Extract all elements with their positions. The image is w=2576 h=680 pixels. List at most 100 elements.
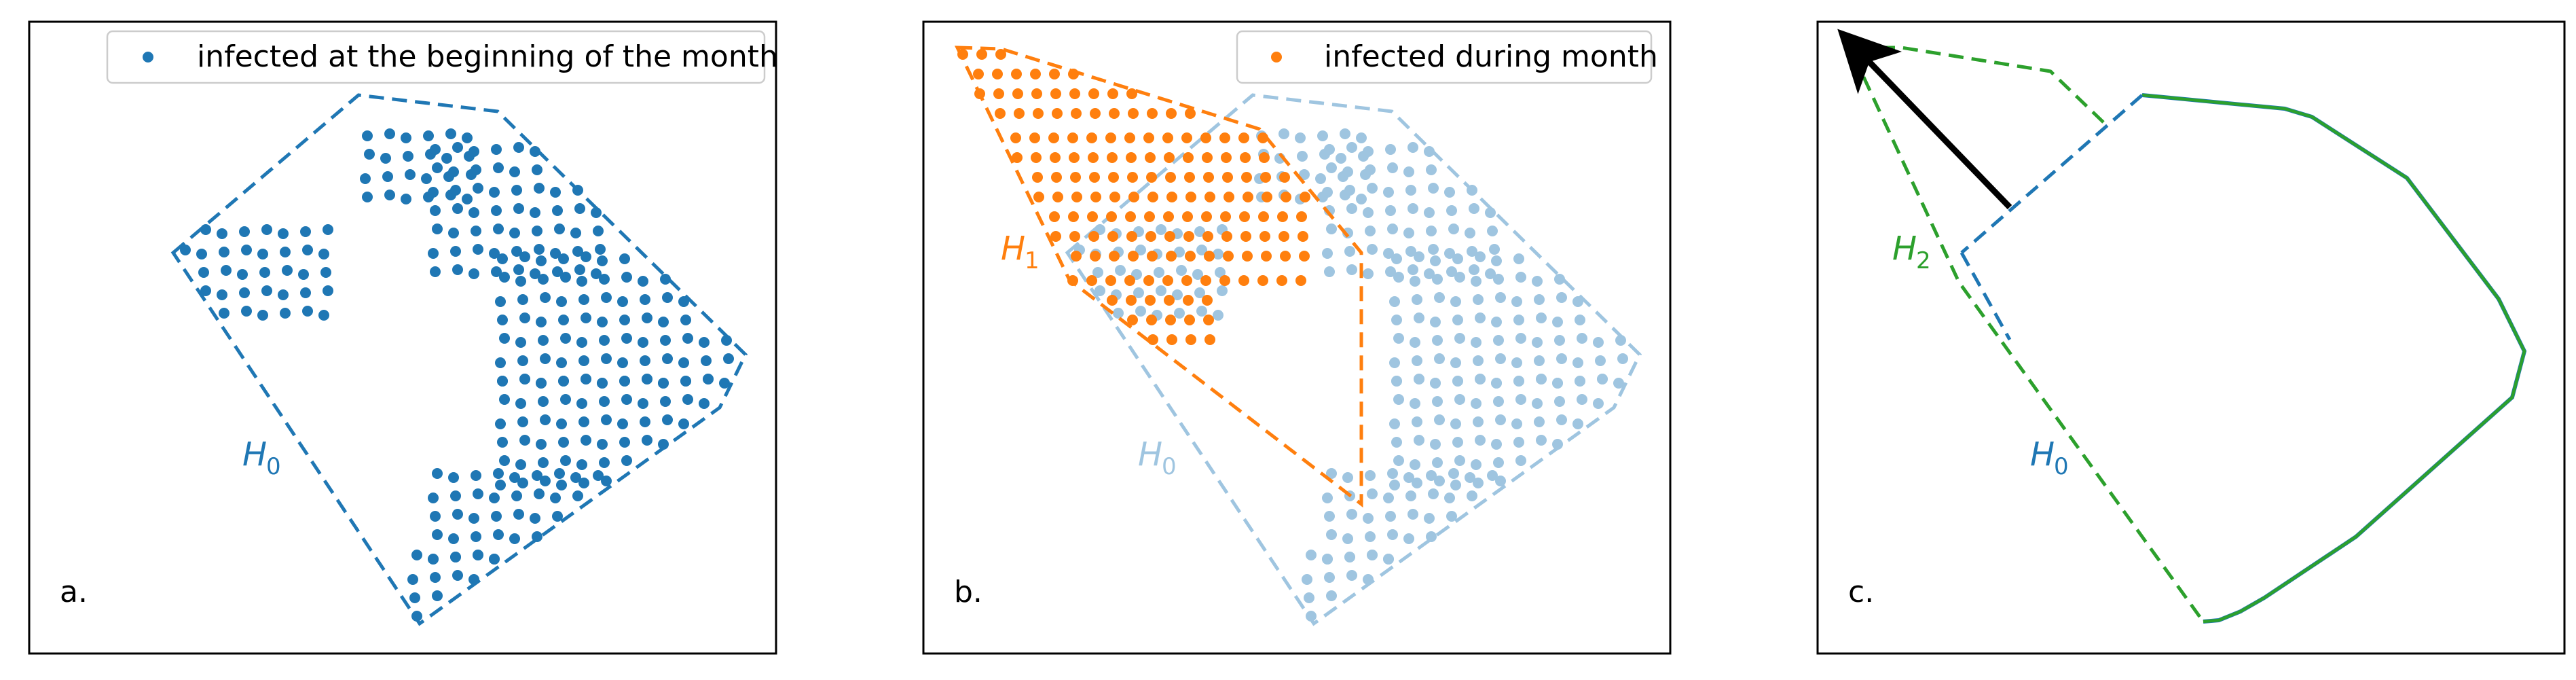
infected-point: [219, 308, 229, 319]
infected-point-faded: [1428, 244, 1439, 255]
monthly-infected-point: [1166, 251, 1177, 262]
infected-point-faded: [1577, 394, 1587, 405]
infected-point: [302, 306, 313, 317]
infected-point-faded: [1344, 246, 1355, 257]
infected-point: [380, 153, 391, 164]
infected-point: [678, 357, 689, 368]
infected-point: [497, 376, 508, 387]
monthly-infected-point: [1014, 108, 1025, 119]
monthly-infected-point: [1010, 132, 1021, 143]
infected-point: [499, 455, 510, 466]
initial-infected-points: [180, 128, 734, 622]
legend-a: infected at the beginning of the month: [106, 30, 778, 84]
infected-point: [513, 509, 524, 520]
infected-point-faded: [1391, 253, 1402, 264]
infected-point-faded: [1403, 228, 1414, 238]
monthly-infected-point: [1144, 211, 1155, 222]
infected-point-faded: [1410, 459, 1420, 470]
infected-point: [473, 183, 483, 194]
infected-point: [499, 394, 510, 405]
infected-point: [638, 337, 648, 348]
monthly-infected-point: [1106, 211, 1117, 222]
monthly-infected-point: [1090, 251, 1101, 262]
infected-point: [678, 418, 689, 429]
infected-point: [362, 130, 373, 141]
infected-point: [261, 285, 272, 296]
infected-point-faded: [1156, 224, 1166, 235]
infected-point: [495, 357, 506, 368]
infected-point: [515, 337, 526, 348]
monthly-infected-point: [1145, 231, 1156, 242]
infected-point: [597, 255, 608, 266]
infected-point-faded: [1295, 132, 1306, 143]
monthly-infected-point: [1050, 152, 1061, 163]
infected-point-faded: [1534, 294, 1545, 305]
svg-text:H: H: [1001, 230, 1025, 268]
monthly-infected-point: [1203, 172, 1214, 183]
infected-point: [511, 185, 522, 196]
infected-point: [489, 554, 500, 565]
infected-point: [640, 416, 650, 427]
infected-point-faded: [1414, 312, 1424, 323]
monthly-infected-point: [1223, 251, 1234, 262]
infected-point: [430, 511, 441, 522]
infected-point-faded: [1326, 223, 1337, 234]
infected-point: [682, 333, 693, 344]
infected-point: [517, 355, 528, 366]
infected-point: [432, 590, 443, 601]
infected-point: [360, 173, 371, 184]
infected-point: [217, 289, 227, 300]
infected-point: [259, 267, 270, 278]
monthly-infected-point: [1070, 172, 1081, 183]
monthly-infected-point: [1163, 211, 1174, 222]
infected-point-faded: [1383, 248, 1394, 259]
hull-h0-dashed-lower: [1959, 251, 2012, 341]
infected-point: [513, 203, 524, 214]
infected-point-faded: [1356, 132, 1367, 143]
infected-point-faded: [1383, 554, 1394, 565]
infected-point-faded: [1552, 439, 1563, 450]
infected-point-faded: [1432, 274, 1443, 285]
infected-point: [517, 478, 528, 488]
infected-point: [599, 335, 610, 346]
infected-point: [239, 226, 250, 237]
infected-point-faded: [1407, 509, 1418, 520]
infected-point: [530, 146, 540, 157]
hull-h0: [170, 93, 748, 626]
infected-point-faded: [1446, 205, 1457, 216]
infected-point-faded: [1113, 308, 1124, 319]
infected-point-faded: [1511, 296, 1522, 307]
infected-point-faded: [1299, 169, 1310, 180]
monthly-infected-point: [1262, 192, 1272, 202]
infected-point-faded: [1367, 244, 1378, 255]
infected-point-faded: [1213, 310, 1223, 321]
infected-point-faded: [1554, 396, 1565, 407]
infected-point-faded: [1317, 130, 1328, 141]
monthly-infected-point: [1221, 152, 1232, 163]
monthly-infected-point: [1281, 192, 1291, 202]
monthly-infected-point: [1222, 172, 1233, 183]
infected-point: [621, 455, 632, 466]
infected-point-faded: [1322, 493, 1333, 503]
monthly-infected-point: [1166, 192, 1177, 202]
infected-point-faded: [1513, 376, 1524, 387]
panel-c-frame: [1816, 20, 2566, 655]
infected-point: [550, 248, 561, 259]
infected-point: [538, 274, 549, 285]
monthly-infected-point: [1125, 211, 1136, 222]
infected-point-faded: [1577, 333, 1587, 344]
infected-point: [452, 509, 463, 520]
monthly-infected-point: [1202, 231, 1213, 242]
infected-point-faded: [1491, 439, 1502, 450]
infected-point-faded: [1389, 480, 1400, 490]
infected-point-faded: [1515, 272, 1526, 283]
infected-point: [617, 357, 628, 368]
infected-point: [495, 418, 506, 429]
monthly-infected-point: [1181, 132, 1192, 143]
infected-point-faded: [1367, 183, 1378, 194]
infected-point-faded: [1324, 511, 1335, 522]
infected-point-faded: [1367, 488, 1378, 499]
infected-point-faded: [1363, 146, 1374, 157]
infected-point: [558, 253, 569, 264]
monthly-infected-point: [1240, 231, 1251, 242]
